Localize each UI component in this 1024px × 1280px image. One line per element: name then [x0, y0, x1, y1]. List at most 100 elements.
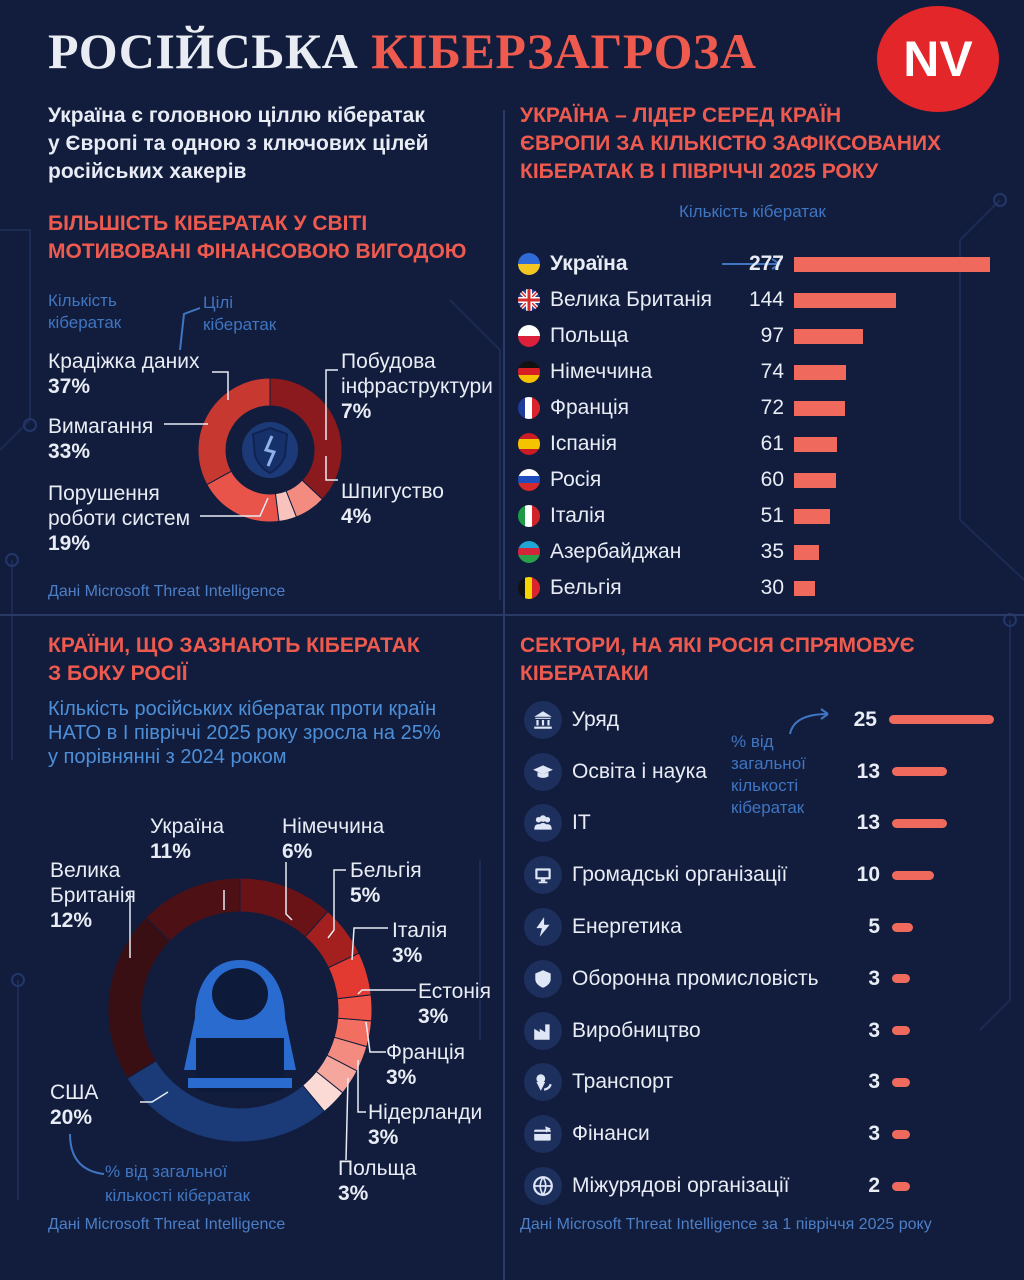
intro-text: Україна є головною ціллю кібератак у Євр… [48, 102, 429, 186]
slice-label: Порушення роботи систем [48, 482, 191, 530]
sectors-source: Дані Microsoft Threat Intelligence за 1 … [520, 1216, 932, 1233]
slice-value: 20% [50, 1106, 93, 1129]
slice-label: Бельгія [350, 859, 422, 882]
slice-label: Німеччина [282, 815, 385, 838]
country-name: Італія [550, 504, 606, 527]
sector-name: Громадські організації [572, 863, 788, 887]
note-line: кількості [731, 776, 799, 795]
country-name: Бельгія [550, 576, 622, 599]
intro-line: у Європі та одною з ключових цілей [48, 132, 429, 155]
slice-value: 3% [418, 1005, 449, 1028]
slice-label: Польща [338, 1157, 417, 1180]
note-line: кількості кібератак [105, 1186, 251, 1205]
country-value: 72 [760, 396, 784, 419]
sector-value: 10 [856, 863, 880, 887]
sector-row: IT 13 [524, 798, 994, 850]
slice-value: 6% [282, 840, 313, 863]
countries-source: Дані Microsoft Threat Intelligence [48, 1216, 286, 1233]
flag-icon [518, 469, 540, 491]
sector-value: 2 [868, 1174, 880, 1198]
country-name: Росія [550, 468, 602, 491]
intro-line: російських хакерів [48, 160, 247, 183]
country-value: 35 [760, 540, 784, 563]
ranking-leader-arrow [722, 258, 781, 270]
donut-slice [269, 377, 343, 500]
note-line: кібератак [203, 315, 277, 334]
targets-note-connector [179, 307, 201, 351]
label-ukraine: Україна 11% [150, 814, 224, 864]
slice-value: 7% [341, 400, 372, 423]
sector-bar [892, 818, 948, 828]
globe-people-icon [524, 1167, 562, 1206]
sector-name: Уряд [571, 707, 620, 731]
sector-value: 5 [868, 915, 880, 939]
slice-value: 33% [48, 440, 91, 463]
flag-icon [518, 505, 540, 527]
flag-icon [518, 397, 540, 419]
note-line: % від загальної [105, 1162, 228, 1181]
country-value: 277 [748, 252, 784, 275]
sector-row: Фінанси 3 [524, 1108, 994, 1160]
heading-line: СЕКТОРИ, НА ЯКІ РОСІЯ СПРЯМОВУЄ [520, 634, 915, 657]
heading-line: КРАЇНИ, ЩО ЗАЗНАЮТЬ КІБЕРАТАК [48, 634, 420, 657]
donut-slice [327, 952, 372, 1000]
donut-slice [126, 1060, 326, 1143]
sector-name: Оборонна промисловість [572, 966, 819, 990]
sector-bar [892, 1077, 910, 1087]
label-extortion: Вимагання 33% [48, 414, 153, 464]
country-name: Україна [550, 252, 628, 275]
factory-icon [524, 1011, 562, 1050]
sector-row: Освіта і наука 13 [524, 746, 994, 798]
flag-icon [518, 541, 540, 563]
note-line: Кількість [48, 291, 117, 310]
vertical-divider [503, 110, 505, 1280]
label-france: Франція 3% [386, 1040, 465, 1090]
ranking-bar [794, 292, 896, 308]
government-icon [524, 700, 562, 739]
donut-slice [315, 1054, 358, 1094]
ranking-row: Іспанія 61 [518, 426, 998, 462]
sector-row: Виробництво 3 [524, 1005, 994, 1057]
flag-icon [518, 433, 540, 455]
sector-bar [892, 974, 910, 984]
slice-value: 5% [350, 884, 381, 907]
donut-slice [285, 479, 324, 518]
location-icon [524, 1063, 562, 1102]
donut-slice [197, 377, 271, 486]
motives-heading: БІЛЬШІСТЬ КІБЕРАТАК У СВІТІ МОТИВОВАНІ Ф… [48, 210, 466, 266]
slice-label: Франція [386, 1041, 465, 1064]
heading-line: З БОКУ РОСІЇ [48, 662, 188, 685]
slice-value: 12% [50, 909, 93, 932]
nv-logo: NV [877, 6, 999, 112]
sector-value: 13 [856, 811, 880, 835]
label-poland: Польща 3% [338, 1156, 416, 1206]
slice-label: Крадіжка даних [48, 350, 200, 373]
country-value: 51 [760, 504, 784, 527]
label-belgium: Бельгія 5% [350, 858, 422, 908]
slice-label: Україна [150, 815, 225, 838]
slice-value: 11% [150, 840, 191, 863]
sectors-note-connector [789, 708, 829, 735]
ranking-row: Франція 72 [518, 390, 998, 426]
slice-value: 3% [368, 1126, 399, 1149]
ranking-row: Німеччина 74 [518, 354, 998, 390]
donut1-leader-lines [164, 369, 338, 517]
sector-name: Освіта і наука [572, 759, 707, 783]
lightning-icon [524, 908, 562, 947]
country-name: Польща [550, 324, 629, 347]
sector-row: Оборонна промисловість 3 [524, 953, 994, 1005]
sectors-percent-note: % від загальної кількості кібератак [731, 731, 806, 819]
slice-label: Естонія [418, 980, 491, 1003]
page-title: РОСІЙСЬКА КІБЕРЗАГРОЗА [48, 22, 756, 80]
flag-icon [518, 325, 540, 347]
heading-line: КІБЕРАТАК В І ПІВРІЧЧІ 2025 РОКУ [520, 160, 879, 183]
sector-bar [892, 1129, 910, 1139]
horizontal-divider [0, 614, 1024, 616]
note-line: кібератак [48, 313, 122, 332]
sector-value: 3 [868, 966, 880, 990]
ranking-bar [794, 508, 831, 524]
note-line: % від [731, 732, 774, 751]
ranking-row: Бельгія 30 [518, 570, 998, 606]
ranking-row: Польща 97 [518, 318, 998, 354]
